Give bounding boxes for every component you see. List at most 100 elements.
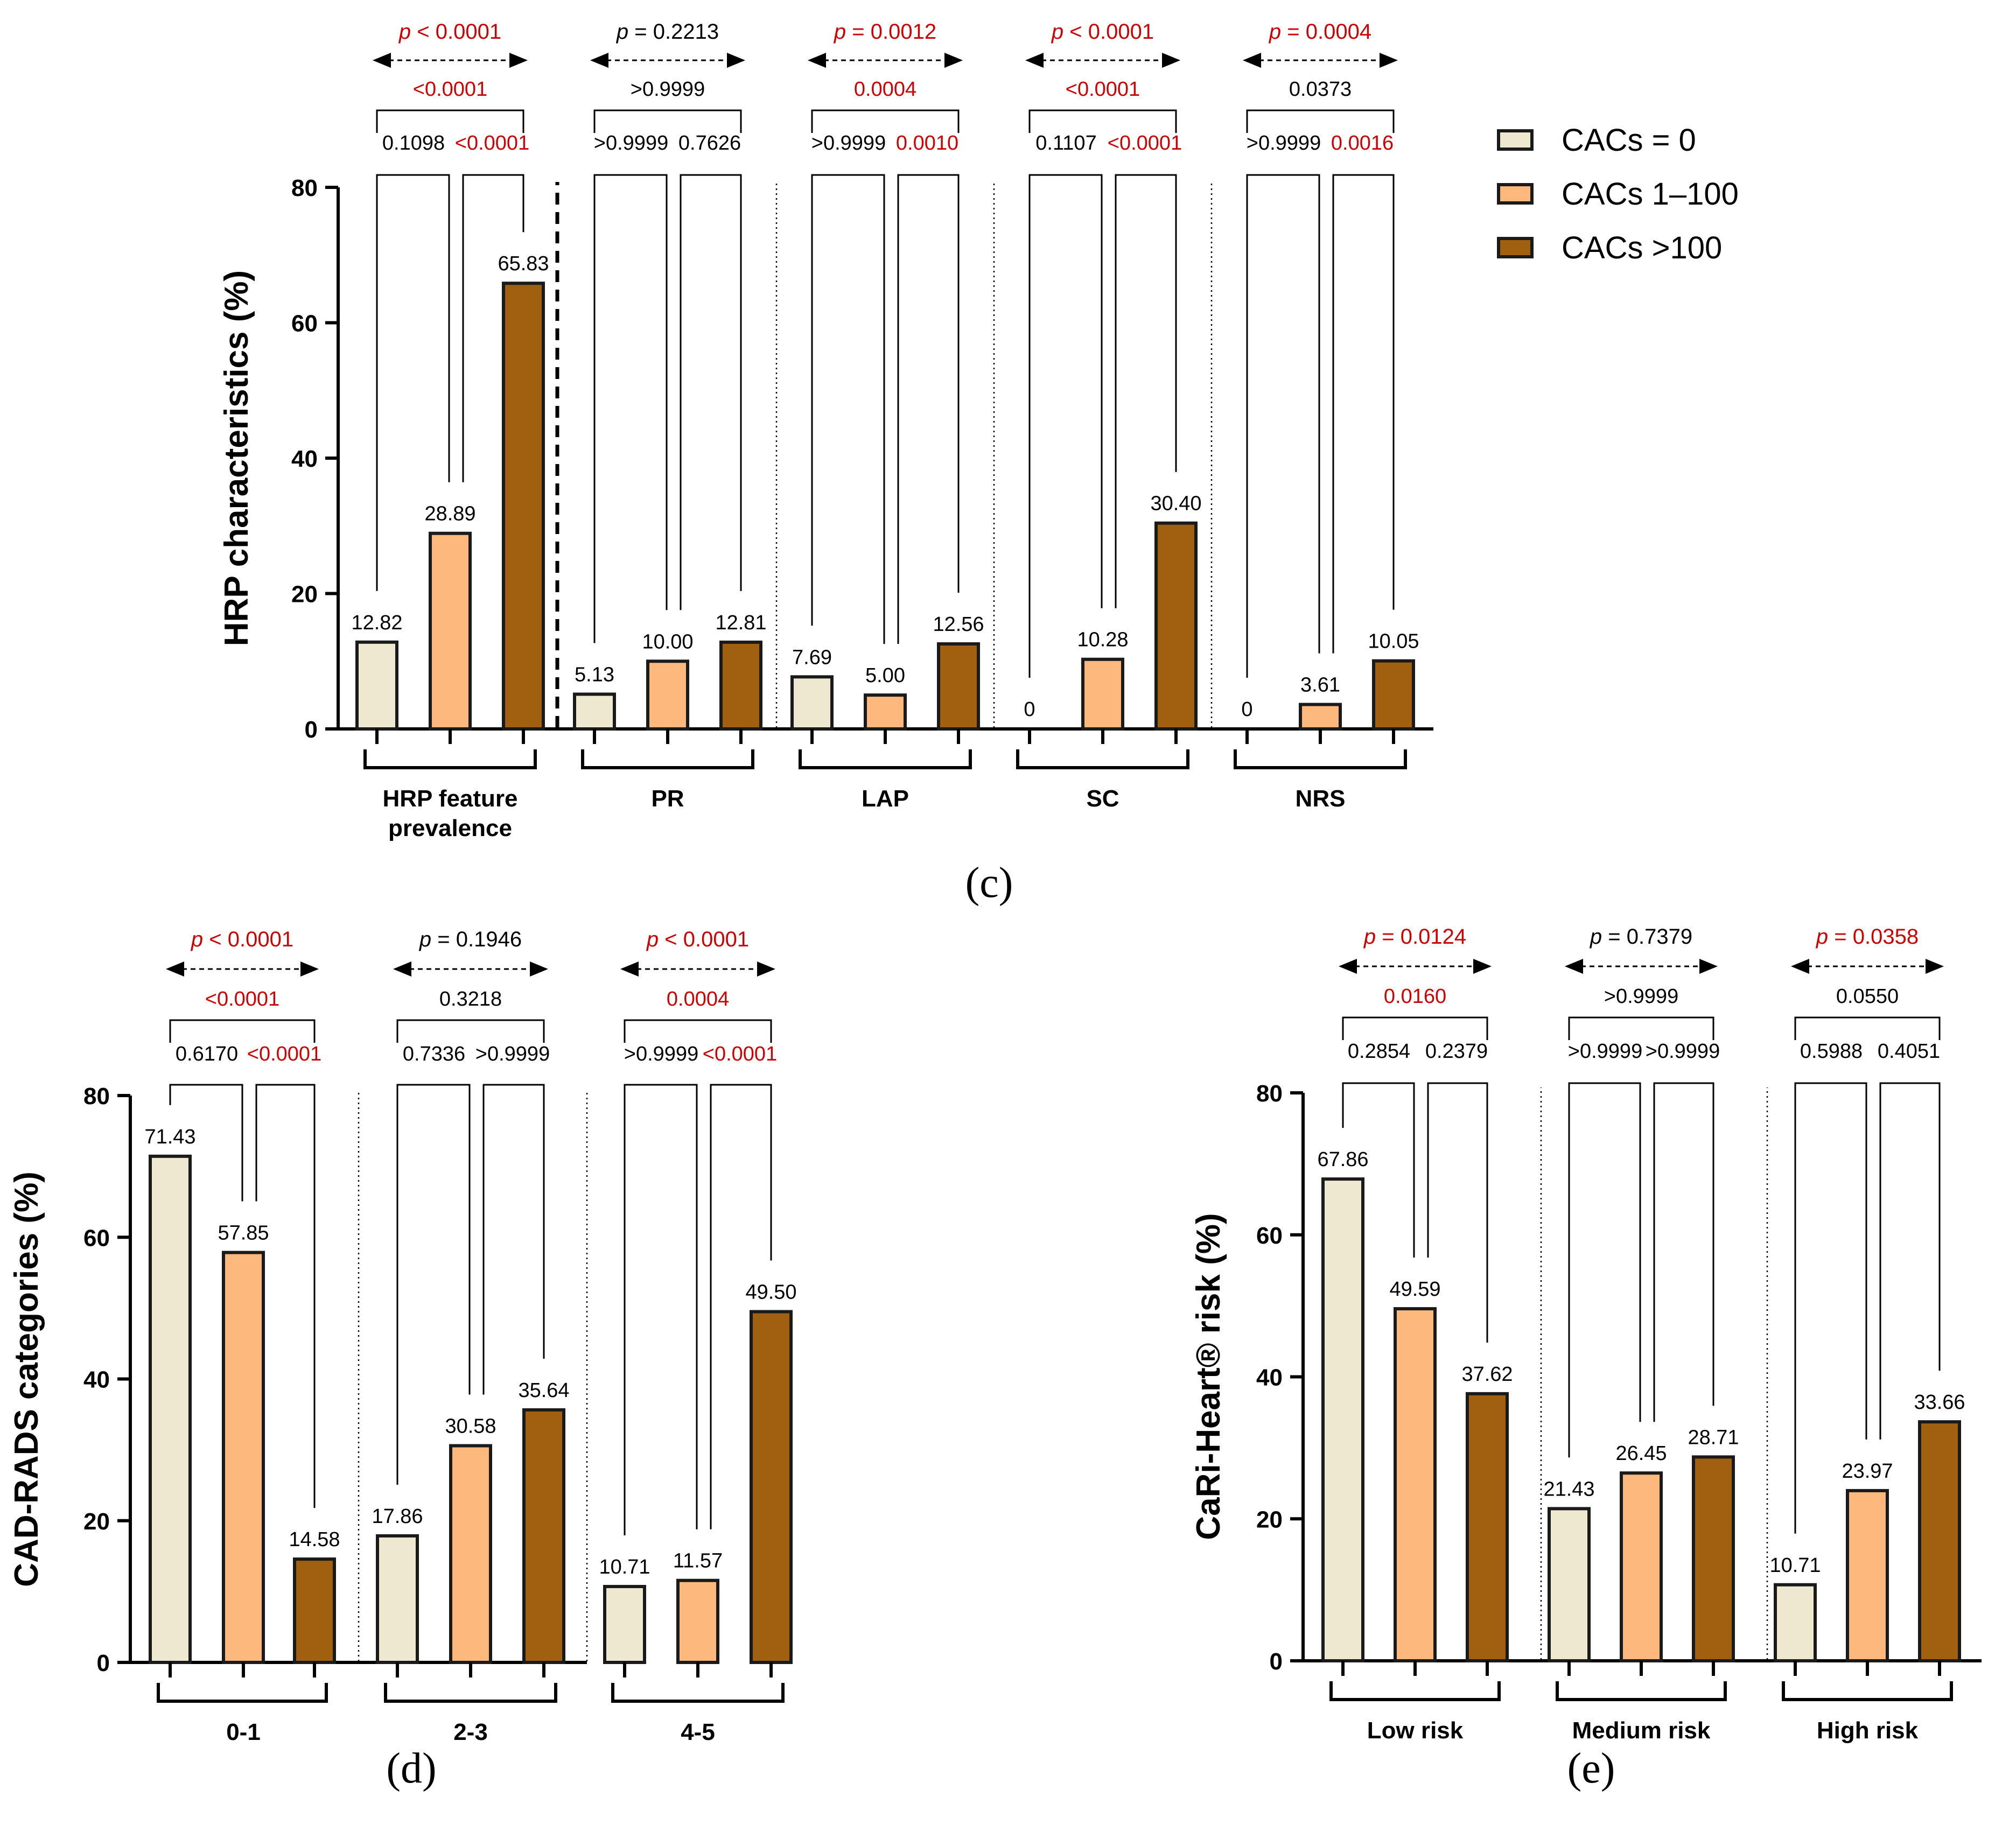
p-value-2-3: <0.0001: [247, 1043, 321, 1065]
x-group-bracket: [1782, 1681, 1953, 1701]
bar-value-label: 10.71: [599, 1556, 650, 1578]
overall-arrow-head-left: [373, 53, 391, 68]
overall-arrow-head-right: [1699, 959, 1718, 974]
bar: [376, 1534, 419, 1664]
y-axis-label: CAD-RADS categories (%): [8, 1171, 45, 1587]
bar: [719, 640, 762, 731]
p-value-2-3: >0.9999: [475, 1043, 550, 1065]
y-axis-label: CaRi-Heart® risk (%): [1190, 1213, 1227, 1540]
p-value-overall: p < 0.0001: [191, 928, 293, 951]
overall-arrow-head-right: [944, 53, 963, 68]
x-category-label: Low risk: [1367, 1717, 1464, 1744]
x-group-bracket: [1016, 749, 1189, 769]
p-value-1-2: >0.9999: [811, 132, 886, 155]
x-category-label: PR: [651, 785, 684, 812]
y-tick-label: 80: [1256, 1080, 1283, 1107]
pair-bracket-1-3: [593, 109, 742, 133]
x-category-label: HRP feature: [382, 785, 517, 812]
bar-value-label: 12.56: [933, 613, 984, 636]
p-value-overall: p = 0.1946: [419, 928, 522, 951]
p-value-1-2: 0.2854: [1348, 1040, 1410, 1063]
pair-bracket-2-3: [482, 1084, 545, 1395]
overall-arrow-head-right: [300, 961, 319, 977]
bar-value-label: 10.05: [1368, 630, 1419, 653]
group-e-2: 10.71 23.97 33.66 High risk 0.0550 0.5988 0.40…: [1769, 925, 1965, 1744]
overall-arrow-head-left: [808, 53, 826, 68]
legend-item-cacs1-100: CACs 1–100: [1497, 167, 1739, 221]
y-axis-label: HRP characteristics (%): [218, 270, 255, 646]
pair-bracket-1-2: [1568, 1082, 1641, 1458]
p-value-1-3: 0.0004: [854, 78, 916, 101]
bar: [676, 1578, 719, 1665]
overall-arrow-head-right: [1162, 53, 1180, 68]
pair-bracket-1-2: [1028, 174, 1103, 678]
x-category-label: LAP: [862, 785, 909, 812]
legend-item-cacs0: CACs = 0: [1497, 113, 1739, 167]
y-tick-label: 40: [83, 1367, 110, 1393]
pair-bracket-1-3: [1794, 1016, 1941, 1040]
chart-e: 0 20 40 60 80 CaRi-Heart® risk (%) 67.86 49.59 3…: [1190, 925, 1982, 1744]
y-tick-label: 0: [305, 717, 318, 743]
p-value-1-3: 0.0550: [1836, 985, 1899, 1008]
legend-swatch-cacs1-100: [1497, 183, 1534, 205]
pair-bracket-2-3: [710, 1084, 772, 1529]
p-value-1-3: 0.3218: [439, 988, 502, 1010]
p-symbol: p: [419, 928, 431, 951]
p-value-overall: p = 0.2213: [616, 20, 719, 44]
overall-arrow-head-left: [620, 961, 639, 977]
pair-bracket-1-2: [593, 174, 668, 643]
pair-bracket-1-2: [811, 174, 885, 644]
p-value-2-3: 0.0010: [896, 132, 958, 155]
p-value-overall: p < 0.0001: [646, 928, 749, 951]
pair-bracket-1-2: [624, 1084, 698, 1536]
bar: [1154, 521, 1198, 731]
bar-value-label: 11.57: [673, 1550, 723, 1573]
group-d-0: 71.43 57.85 14.58 0-1 <0.0001 0.6170 <0.0001 p …: [144, 928, 340, 1745]
pair-bracket-1-2: [376, 174, 450, 591]
p-value-1-2: 0.1107: [1035, 132, 1096, 155]
p-value-overall: p = 0.0358: [1816, 925, 1919, 949]
p-value-text: = 0.0124: [1376, 925, 1466, 949]
bar-value-label: 23.97: [1842, 1460, 1893, 1483]
bar: [937, 642, 980, 731]
y-tick-label: 80: [291, 175, 318, 201]
chart-d: 0 20 40 60 80 CAD-RADS categories (%) 71.43 57.…: [8, 928, 797, 1745]
x-category-label: 0-1: [226, 1719, 261, 1745]
pair-bracket-1-2: [396, 1084, 471, 1485]
bar-value-label: 5.13: [575, 663, 614, 686]
legend-swatch-cacs0: [1497, 129, 1534, 151]
overall-arrow-head-left: [1339, 959, 1357, 974]
bar: [1372, 659, 1415, 731]
p-value-1-2: 0.6170: [176, 1043, 238, 1065]
y-tick-label: 0: [97, 1650, 110, 1676]
x-group-bracket: [1556, 1681, 1727, 1701]
p-value-overall: p < 0.0001: [1051, 20, 1154, 44]
legend-label: CACs = 0: [1562, 122, 1696, 158]
bar-value-label: 21.43: [1543, 1478, 1594, 1500]
pair-bracket-1-2: [1794, 1082, 1867, 1534]
p-value-2-3: 0.4051: [1878, 1040, 1940, 1063]
y-tick-label: 0: [1270, 1648, 1283, 1675]
x-group-bracket: [799, 749, 972, 769]
group-c-1: 5.13 10.00 12.81 PR >0.9999 >0.9999 0.7626 p = …: [573, 20, 767, 812]
bar-value-label: 17.86: [372, 1505, 423, 1528]
overall-arrow-head-left: [393, 961, 411, 977]
p-value-1-2: >0.9999: [1247, 132, 1321, 155]
panel-label-c: (c): [965, 859, 1013, 907]
bar-value-label: 10.28: [1077, 629, 1128, 651]
pair-bracket-1-2: [1246, 174, 1320, 678]
bar: [864, 693, 907, 731]
bar-value-label: 26.45: [1615, 1442, 1667, 1465]
overall-arrow-head-left: [590, 53, 608, 68]
bar: [1394, 1307, 1437, 1663]
p-value-2-3: >0.9999: [1646, 1040, 1720, 1063]
x-category-label: High risk: [1817, 1717, 1919, 1744]
pair-bracket-1-3: [1568, 1016, 1714, 1040]
y-tick-label: 20: [291, 581, 318, 608]
p-value-1-3: <0.0001: [1066, 78, 1140, 101]
bar: [1774, 1583, 1817, 1663]
pair-bracket-2-3: [1332, 174, 1395, 654]
p-value-text: < 0.0001: [659, 928, 749, 951]
x-group-bracket: [611, 1683, 785, 1703]
